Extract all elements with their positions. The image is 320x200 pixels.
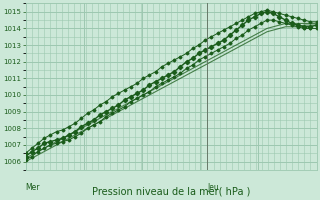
X-axis label: Pression niveau de la mer( hPa ): Pression niveau de la mer( hPa )	[92, 187, 250, 197]
Text: Mer: Mer	[26, 183, 40, 192]
Text: Jeu: Jeu	[207, 183, 219, 192]
